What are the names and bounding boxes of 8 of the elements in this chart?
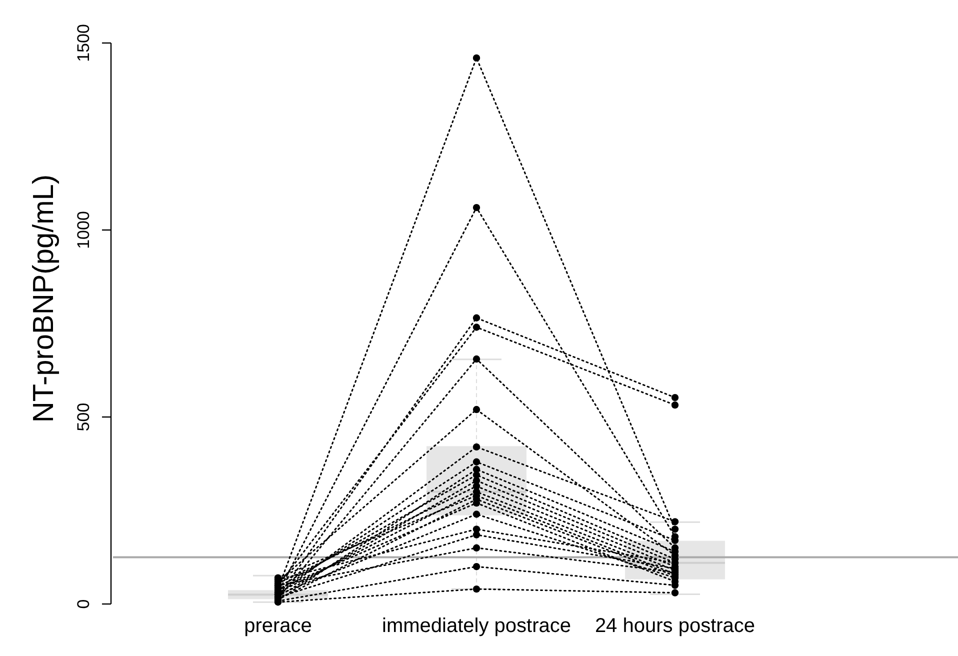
x-tick-label: prerace: [244, 615, 312, 637]
y-tick-label: 1500: [74, 24, 93, 62]
y-tick-label: 500: [74, 402, 93, 432]
x-tick-label: 24 hours postrace: [594, 615, 756, 637]
y-tick-label: 1000: [74, 211, 93, 249]
x-tick-label: immediately postrace: [382, 615, 571, 637]
y-axis-title: NT-proBNP(pg/mL): [28, 174, 60, 423]
y-tick-label: 0: [74, 599, 93, 609]
